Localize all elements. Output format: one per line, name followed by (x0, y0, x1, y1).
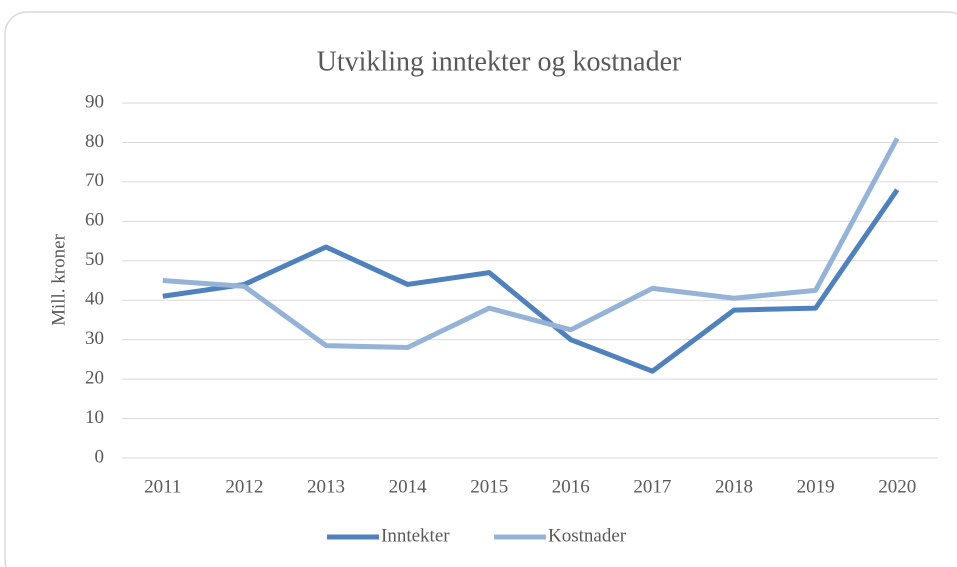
legend-label: Kostnader (548, 525, 627, 546)
series-line (162, 188, 900, 374)
x-tick-label: 2011 (144, 476, 181, 497)
x-tick-label: 2018 (715, 476, 753, 497)
x-tick-label: 2020 (878, 476, 916, 497)
x-tick-label: 2019 (797, 476, 835, 497)
x-tick-label: 2014 (389, 476, 428, 497)
chart-frame (4, 11, 957, 567)
y-tick-label: 70 (85, 170, 104, 191)
x-tick-label: 2015 (470, 476, 508, 497)
y-tick-label: 20 (85, 367, 104, 388)
chart-title: Utvikling inntekter og kostnader (317, 46, 682, 77)
y-tick-label: 0 (95, 446, 105, 467)
x-tick-label: 2013 (307, 476, 345, 497)
legend-label: Inntekter (381, 525, 450, 546)
series-line (162, 137, 900, 351)
x-tick-label: 2017 (633, 476, 671, 497)
y-tick-label: 10 (85, 407, 104, 428)
y-tick-label: 30 (85, 328, 104, 349)
y-tick-label: 40 (85, 289, 104, 310)
y-tick-label: 90 (85, 91, 104, 112)
x-tick-label: 2016 (552, 476, 590, 497)
y-axis-label: Mill. kroner (48, 233, 69, 325)
x-tick-label: 2012 (225, 476, 263, 497)
y-tick-label: 60 (85, 210, 104, 231)
y-tick-label: 80 (85, 131, 104, 152)
y-tick-label: 50 (85, 249, 104, 270)
